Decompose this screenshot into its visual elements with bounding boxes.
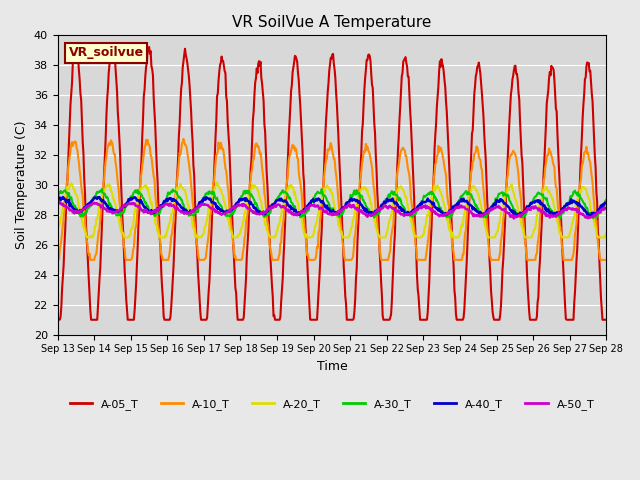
- A-10_T: [415, 257, 423, 263]
- Line: A-10_T: A-10_T: [58, 139, 606, 260]
- A-20_T: [121, 235, 129, 240]
- A-20_T: [416, 235, 424, 240]
- A-50_T: [399, 212, 407, 218]
- A-10_T: [180, 136, 188, 142]
- Text: VR_soilvue: VR_soilvue: [68, 46, 143, 60]
- A-10_T: [176, 150, 184, 156]
- A-05_T: [177, 100, 184, 106]
- Line: A-05_T: A-05_T: [58, 44, 606, 320]
- A-30_T: [399, 204, 407, 210]
- Line: A-40_T: A-40_T: [58, 197, 606, 216]
- A-05_T: [205, 278, 213, 284]
- A-30_T: [415, 202, 423, 208]
- A-40_T: [54, 198, 61, 204]
- A-30_T: [63, 190, 71, 196]
- A-10_T: [399, 145, 407, 151]
- Title: VR SoilVue A Temperature: VR SoilVue A Temperature: [232, 15, 431, 30]
- A-05_T: [415, 305, 423, 311]
- Line: A-30_T: A-30_T: [58, 189, 606, 218]
- A-05_T: [399, 59, 407, 64]
- A-40_T: [205, 197, 213, 203]
- A-50_T: [55, 199, 63, 204]
- A-40_T: [602, 200, 610, 205]
- A-50_T: [510, 216, 518, 221]
- A-10_T: [63, 178, 71, 183]
- Y-axis label: Soil Temperature (C): Soil Temperature (C): [15, 121, 28, 249]
- A-05_T: [54, 317, 61, 323]
- A-40_T: [121, 204, 129, 210]
- A-20_T: [177, 181, 184, 187]
- A-20_T: [213, 179, 221, 185]
- A-40_T: [59, 194, 67, 200]
- A-50_T: [65, 205, 72, 211]
- A-10_T: [54, 257, 61, 263]
- A-20_T: [602, 230, 610, 236]
- A-30_T: [602, 197, 610, 203]
- A-20_T: [83, 235, 91, 240]
- A-20_T: [54, 227, 61, 233]
- A-50_T: [121, 202, 129, 208]
- Line: A-50_T: A-50_T: [58, 202, 606, 218]
- A-10_T: [120, 243, 128, 249]
- A-05_T: [108, 41, 116, 47]
- A-20_T: [205, 207, 213, 213]
- A-10_T: [205, 223, 213, 228]
- A-30_T: [98, 186, 106, 192]
- A-50_T: [177, 208, 184, 214]
- A-30_T: [177, 195, 184, 201]
- A-05_T: [121, 268, 129, 274]
- A-30_T: [54, 196, 61, 202]
- A-30_T: [121, 207, 129, 213]
- A-20_T: [400, 189, 408, 195]
- X-axis label: Time: Time: [317, 360, 348, 373]
- A-30_T: [589, 216, 597, 221]
- Line: A-20_T: A-20_T: [58, 182, 606, 238]
- A-40_T: [415, 203, 423, 208]
- A-05_T: [602, 317, 610, 323]
- A-20_T: [63, 183, 71, 189]
- Legend: A-05_T, A-10_T, A-20_T, A-30_T, A-40_T, A-50_T: A-05_T, A-10_T, A-20_T, A-30_T, A-40_T, …: [65, 394, 598, 414]
- A-40_T: [65, 199, 72, 205]
- A-40_T: [177, 203, 184, 209]
- A-50_T: [205, 204, 213, 210]
- A-50_T: [415, 205, 423, 211]
- A-50_T: [54, 201, 61, 206]
- A-05_T: [63, 177, 71, 182]
- A-40_T: [399, 208, 407, 214]
- A-50_T: [602, 205, 610, 211]
- A-30_T: [205, 188, 213, 194]
- A-40_T: [513, 214, 520, 219]
- A-10_T: [602, 257, 610, 263]
